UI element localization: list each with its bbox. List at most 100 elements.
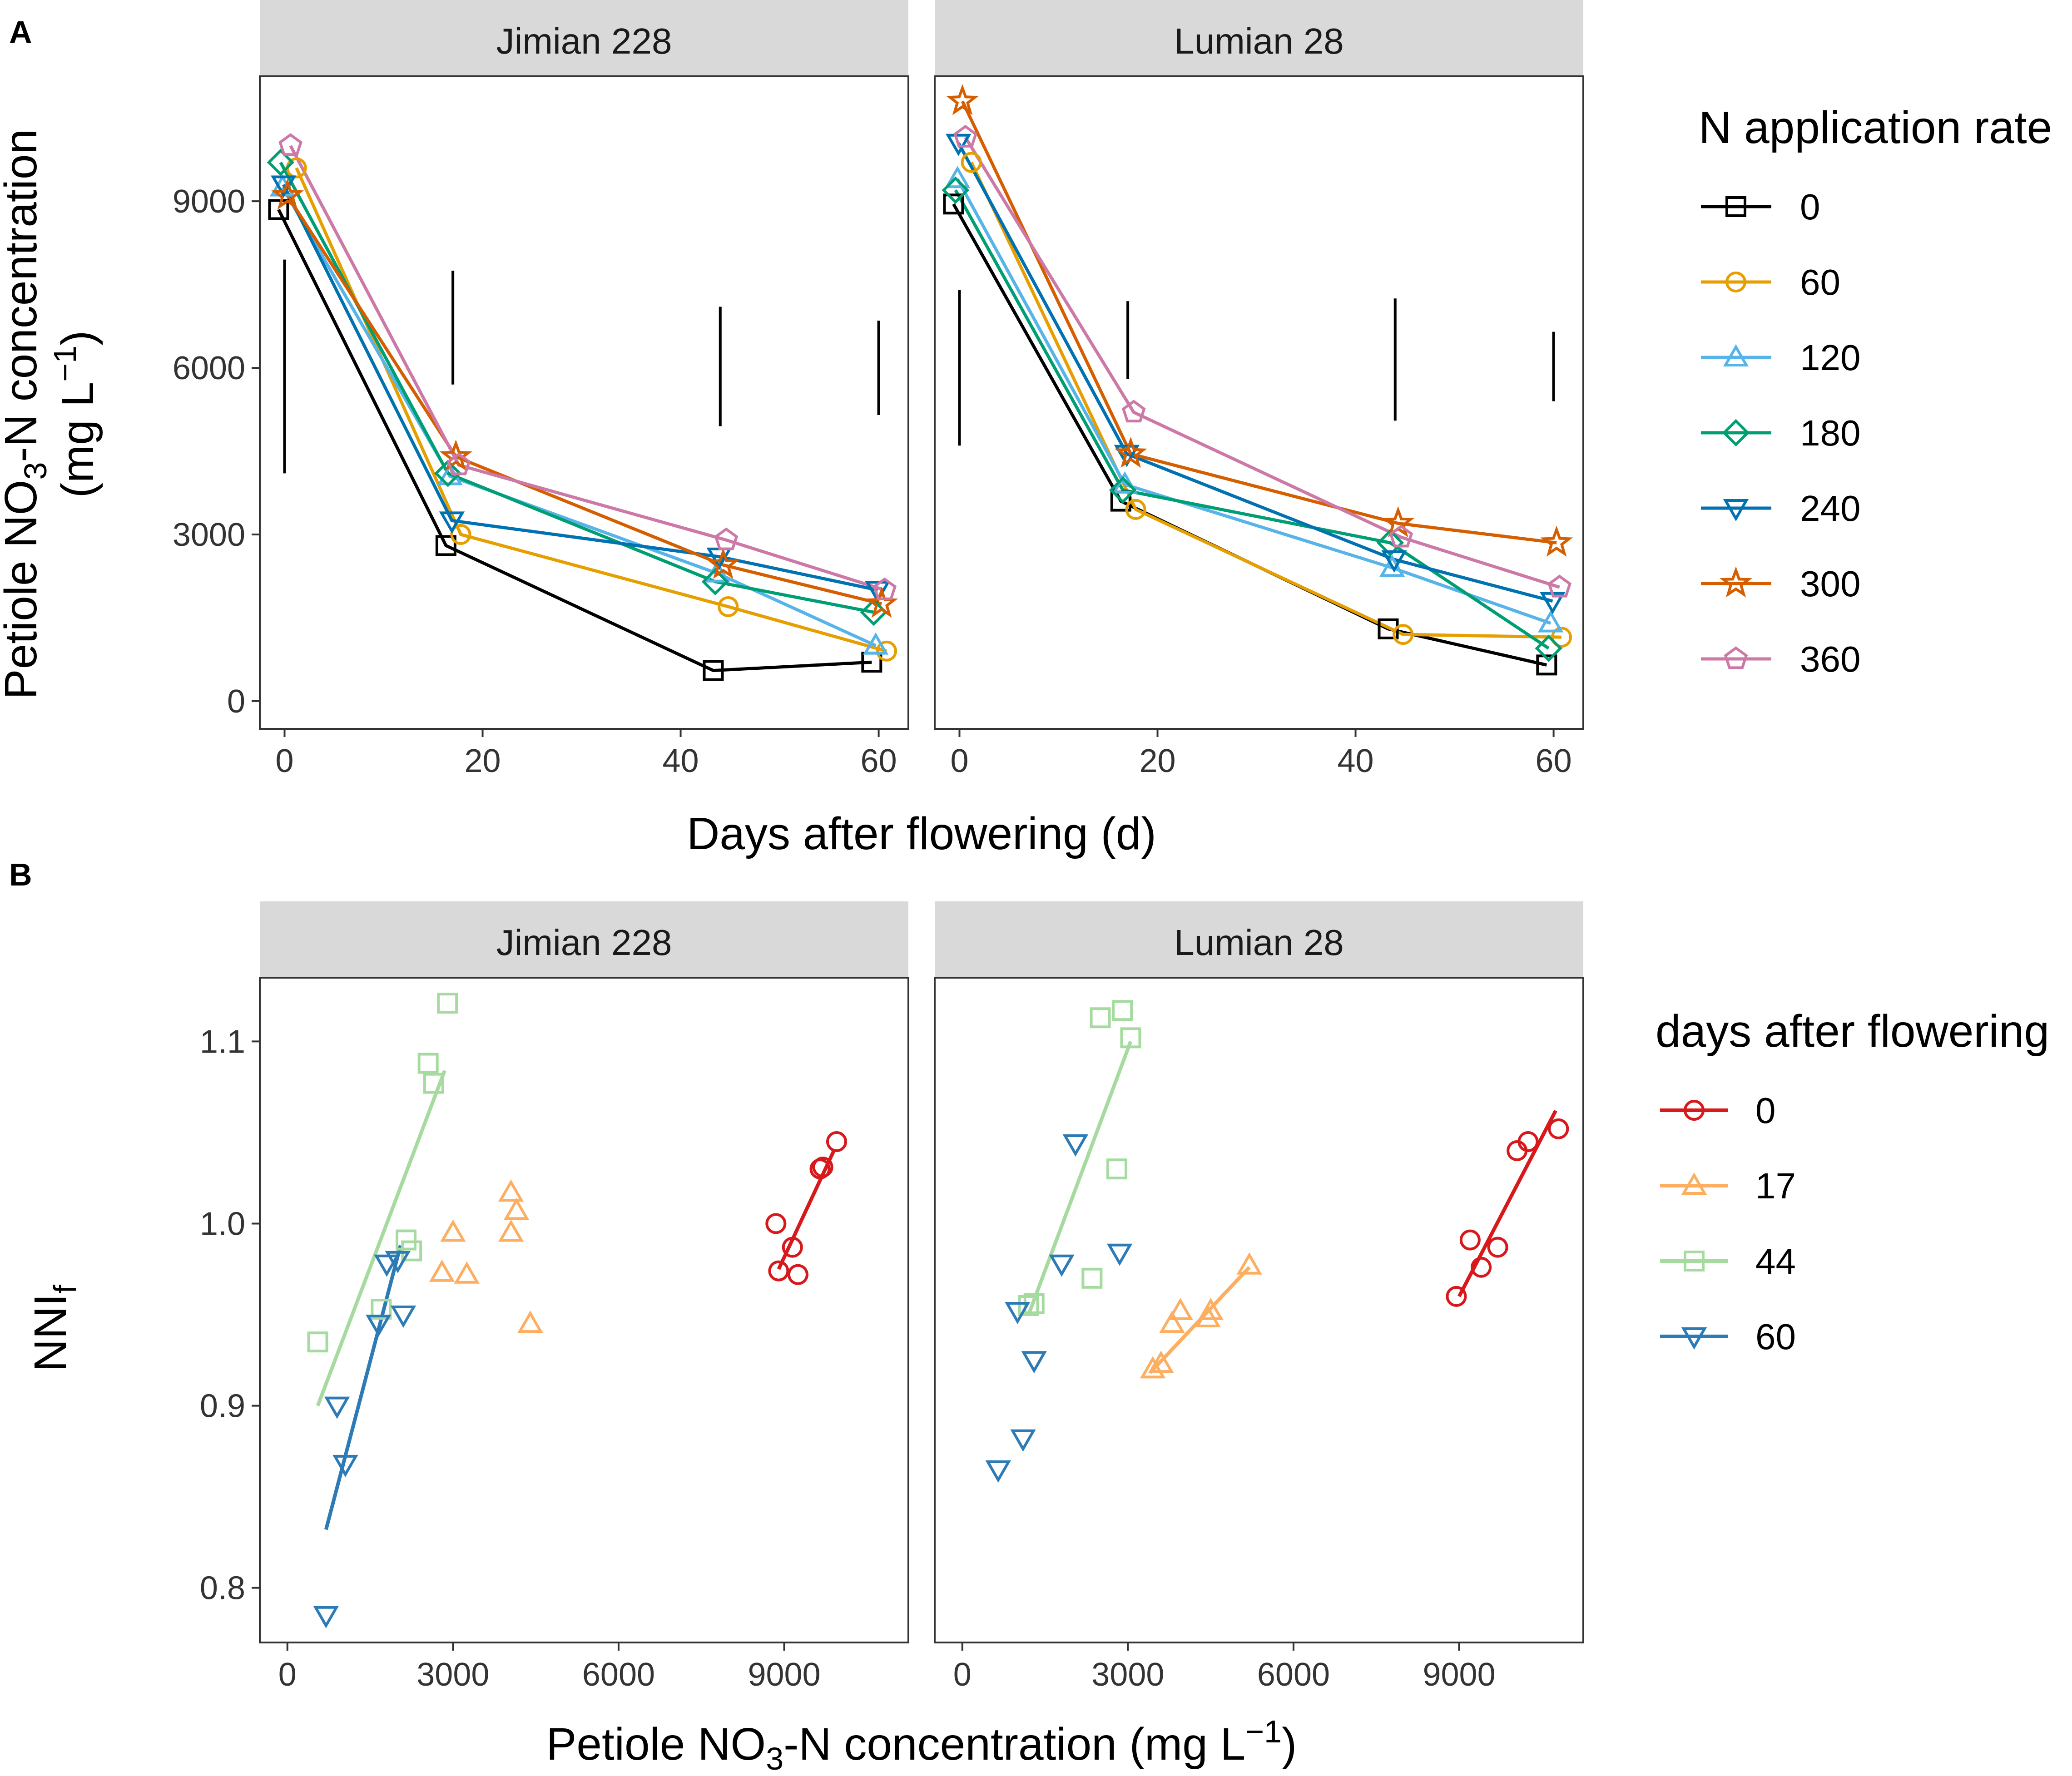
point-0 [787, 1264, 808, 1285]
point-0 [1471, 1257, 1492, 1278]
point-0 [765, 1213, 787, 1234]
point-300 [1540, 525, 1573, 557]
legend-label-360: 360 [1800, 639, 1860, 679]
panel-b-y-tick-label: 1.0 [200, 1206, 245, 1242]
point-44 [1120, 1027, 1141, 1049]
point-120 [944, 166, 971, 188]
fit-line-0 [1457, 1109, 1557, 1297]
panel-b-plot-lumian [985, 1000, 1569, 1483]
point-0 [1517, 1131, 1539, 1152]
panel-a-y-tick-label: 6000 [173, 350, 245, 386]
point-44 [1106, 1158, 1128, 1180]
panel-b-x-tick-label: 3000 [1091, 1657, 1164, 1693]
point-17 [498, 1219, 524, 1242]
point-180 [1376, 529, 1404, 557]
panel-a-x-tick-label: 20 [1139, 743, 1175, 779]
panel-a-plot-jimian [267, 133, 898, 681]
point-300 [1114, 436, 1147, 468]
point-360 [953, 124, 977, 148]
panel-b-x-tick-label: 6000 [582, 1657, 655, 1693]
panel-a-x-tick-label: 20 [464, 743, 501, 779]
point-360 [1121, 400, 1146, 423]
panel-b-x-title: Petiole NO3-N concentration (mg L−1) [546, 1714, 1297, 1776]
point-300 [271, 178, 304, 210]
point-60 [366, 1315, 392, 1337]
point-0 [943, 193, 964, 215]
panel-b-legend-title: days after flowering [1656, 1006, 2049, 1057]
series-line-180 [954, 189, 1550, 650]
point-60 [718, 596, 739, 617]
point-60 [450, 524, 471, 545]
panel-a-x-tick-label: 60 [861, 743, 897, 779]
point-180 [1109, 476, 1137, 504]
point-60 [1125, 499, 1146, 520]
point-60 [961, 152, 982, 173]
legend-label-44: 44 [1755, 1241, 1796, 1281]
point-44 [1018, 1295, 1039, 1316]
point-17 [503, 1197, 530, 1220]
panel-a-facet-label-2: Lumian 28 [1174, 21, 1344, 61]
point-0 [826, 1131, 848, 1152]
legend-key-marker-360 [1724, 646, 1748, 669]
legend-label-120: 120 [1800, 337, 1860, 378]
panel-a-facet-strip-1 [260, 0, 908, 76]
point-0 [1459, 1229, 1481, 1251]
point-0 [1536, 654, 1557, 676]
legend-key-marker-44 [1684, 1251, 1705, 1271]
panel-b-facet-strip-2 [935, 901, 1583, 978]
point-60 [390, 1306, 416, 1328]
panel-a-y-title-line1: Petiole NO3-N concentration [0, 129, 53, 699]
panel-a-y-tick-label: 9000 [173, 183, 245, 220]
point-240 [439, 511, 465, 534]
panel-b-x-tick-label: 3000 [416, 1657, 489, 1693]
point-0 [782, 1237, 803, 1258]
series-line-240 [957, 142, 1553, 603]
point-44 [417, 1053, 439, 1074]
point-44 [371, 1298, 392, 1320]
point-300 [946, 84, 979, 115]
point-44 [423, 1073, 444, 1094]
point-60 [1393, 624, 1414, 645]
panel-b-y-title: NNIf [25, 1285, 83, 1372]
fit-line-44 [1026, 1040, 1133, 1316]
panel-a-frame-1 [934, 75, 1584, 730]
series-line-0 [952, 203, 1547, 667]
legend-label-60: 60 [1800, 262, 1840, 302]
legend-label-0: 0 [1800, 187, 1820, 227]
point-0 [1446, 1286, 1467, 1307]
point-360 [872, 577, 897, 600]
series-line-360 [289, 145, 885, 592]
panel-b-plot-jimian [307, 993, 848, 1628]
point-60 [1021, 1351, 1047, 1374]
legend-key-marker-300 [1720, 566, 1752, 598]
legend-key-marker-120 [1723, 344, 1749, 366]
panel-a-y-tick-label: 0 [227, 683, 245, 720]
series-line-0 [277, 208, 872, 673]
legend-label-300: 300 [1800, 564, 1860, 604]
fit-line-0 [777, 1150, 836, 1270]
point-44 [396, 1229, 417, 1251]
panel-b-y-tick-label: 0.9 [200, 1388, 245, 1425]
point-44 [307, 1331, 328, 1353]
axes: 0 20 40 60 0 3000 6000 9000 0 20 40 60 0 3000 6000 9000… [173, 75, 1584, 1693]
panel-a-y-title-line2: (mg L−1) [47, 331, 103, 498]
point-120 [1537, 610, 1564, 633]
panel-b-x-tick-label: 0 [953, 1657, 972, 1693]
panel-a-y-tick-label: 3000 [173, 517, 245, 553]
point-44 [437, 993, 458, 1014]
legend-label-0: 0 [1755, 1090, 1776, 1131]
point-60 [324, 1396, 350, 1419]
point-60 [1049, 1254, 1075, 1277]
panel-a-facet-label-1: Jimian 228 [496, 21, 672, 61]
point-300 [439, 439, 472, 471]
panel-b-facet-label-2: Lumian 28 [1174, 922, 1344, 963]
legend-key-marker-240 [1723, 499, 1749, 522]
point-60 [1106, 1243, 1133, 1266]
series-line-240 [282, 183, 878, 592]
point-360 [278, 133, 302, 156]
legend-key-marker-0 [1725, 196, 1746, 217]
panel-a-frame-0 [259, 75, 909, 730]
panel-b-letter: B [9, 857, 32, 892]
point-360 [714, 527, 739, 550]
point-120 [863, 632, 889, 655]
